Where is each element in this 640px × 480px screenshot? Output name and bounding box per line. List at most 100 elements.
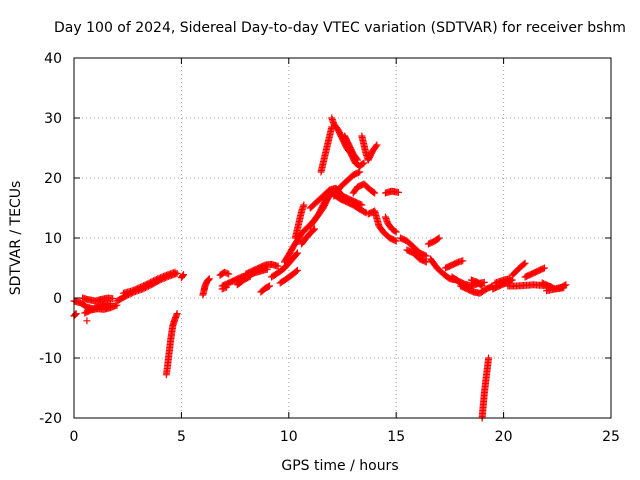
data-point — [371, 189, 379, 197]
series-segment-s40 — [467, 276, 486, 290]
series-segment-s14 — [233, 272, 254, 289]
series-segment-s16 — [257, 282, 273, 296]
data-point — [392, 228, 400, 236]
data-point — [360, 159, 368, 167]
data-point — [422, 258, 430, 266]
data-point — [180, 271, 188, 279]
series-segment-s43 — [491, 275, 514, 287]
series-segment-s30 — [364, 207, 400, 245]
data-point — [71, 311, 79, 319]
y-tick-label: 10 — [44, 231, 62, 247]
data-point — [560, 284, 568, 292]
data-point — [422, 252, 430, 260]
series-segment-s39 — [457, 282, 497, 297]
series-segment-s18 — [276, 266, 301, 287]
x-tick-label: 0 — [70, 429, 79, 445]
data-point — [223, 283, 231, 291]
series-segment-s03 — [79, 294, 117, 305]
data-point — [520, 260, 528, 268]
x-tick-label: 5 — [177, 429, 186, 445]
data-point — [171, 268, 179, 276]
series-segment-s35 — [424, 234, 443, 248]
chart-title: Day 100 of 2024, Sidereal Day-to-day VTE… — [54, 20, 626, 36]
x-tick-label: 20 — [495, 429, 513, 445]
data-point — [391, 227, 399, 235]
series-segment-s29 — [349, 180, 379, 197]
series-segment-s10 — [199, 275, 213, 299]
series-segment-s13 — [218, 283, 231, 293]
data-point — [370, 188, 378, 196]
x-tick-label: 25 — [602, 429, 620, 445]
series-segment-s05 — [83, 317, 91, 325]
data-point — [485, 354, 493, 362]
series-segment-s45 — [508, 259, 529, 279]
series-segment-s08 — [177, 271, 188, 282]
data-point — [434, 235, 442, 243]
series-segment-s27 — [358, 132, 381, 164]
data-point — [372, 142, 380, 150]
axes: 0 5 10 15 20 25 -20 -10 0 10 20 30 40 — [39, 51, 620, 445]
series-segment-s07 — [119, 268, 179, 297]
data-point — [311, 225, 319, 233]
series-segment-s28 — [330, 168, 364, 200]
series-segment-s26 — [341, 132, 362, 164]
data-series — [70, 114, 570, 422]
data-point — [204, 276, 212, 284]
data-point — [274, 262, 282, 270]
series-segment-s34 — [403, 246, 430, 266]
series-segment-s37 — [442, 257, 467, 272]
x-tick-label: 10 — [280, 429, 298, 445]
y-tick-label: 0 — [53, 291, 62, 307]
y-axis-label: SDTVAR / TECUs — [8, 181, 24, 296]
data-point — [392, 237, 400, 245]
series-segment-s09 — [162, 310, 181, 379]
series-segment-s48 — [543, 284, 568, 295]
data-point — [478, 282, 486, 290]
series-segment-s25 — [317, 123, 336, 176]
series-segment-s15 — [242, 260, 282, 278]
data-point — [205, 276, 213, 284]
data-point — [109, 295, 117, 303]
data-point — [506, 275, 514, 283]
y-tick-label: 30 — [44, 111, 62, 127]
x-tick-label: 15 — [387, 429, 405, 445]
data-point — [293, 266, 301, 274]
series-segment-s12 — [216, 268, 233, 279]
series-segment-s33 — [396, 234, 430, 260]
data-point — [353, 155, 361, 163]
data-point — [225, 270, 233, 278]
y-tick-label: 20 — [44, 171, 62, 187]
data-point — [265, 282, 273, 290]
data-point — [71, 310, 79, 318]
data-point — [292, 250, 300, 258]
y-tick-label: 40 — [44, 51, 62, 67]
data-point — [179, 272, 187, 280]
data-point — [359, 160, 367, 168]
data-point — [83, 317, 91, 325]
data-point — [356, 168, 364, 176]
data-point — [292, 267, 300, 275]
data-point — [477, 281, 485, 289]
data-point — [435, 234, 443, 242]
series-segment-s21 — [298, 225, 319, 248]
y-tick-label: -10 — [39, 351, 62, 367]
series-segment-s41 — [478, 354, 493, 422]
y-tick-label: -20 — [39, 411, 62, 427]
series-segment-s20 — [291, 201, 308, 242]
data-point — [459, 257, 467, 265]
series-segment-s46 — [521, 264, 548, 281]
data-point — [521, 259, 529, 267]
data-point — [394, 188, 402, 196]
data-point — [173, 310, 181, 318]
data-point — [205, 275, 213, 283]
data-point — [293, 249, 301, 257]
data-point — [328, 123, 336, 131]
series-segment-s32 — [381, 187, 402, 197]
x-axis-label: GPS time / hours — [281, 458, 398, 474]
data-point — [358, 201, 366, 209]
data-point — [310, 226, 318, 234]
series-segment-s31 — [381, 213, 400, 236]
series-segment-s17 — [268, 249, 301, 281]
